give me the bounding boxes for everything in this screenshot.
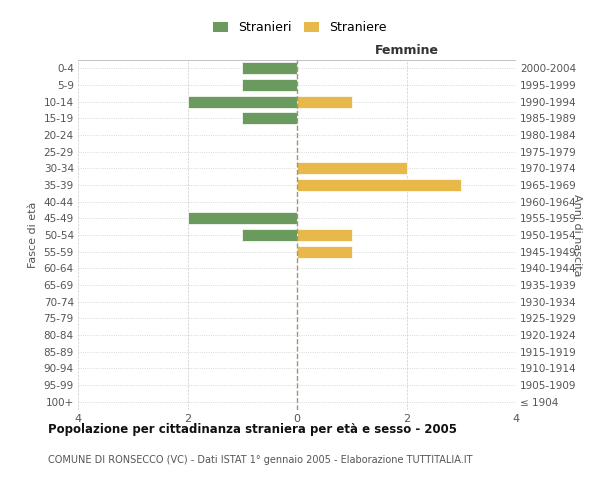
Bar (242, 229, 297, 241)
Y-axis label: Anni di nascita: Anni di nascita (572, 194, 583, 276)
Bar (297, 246, 352, 258)
Bar (242, 79, 297, 91)
Legend: Stranieri, Straniere: Stranieri, Straniere (208, 16, 392, 40)
Bar (188, 212, 297, 224)
Bar (188, 96, 297, 108)
Text: Femmine: Femmine (374, 44, 439, 57)
Bar (297, 229, 352, 241)
Bar (242, 112, 297, 124)
Text: Popolazione per cittadinanza straniera per età e sesso - 2005: Popolazione per cittadinanza straniera p… (48, 422, 457, 436)
Bar (297, 96, 352, 108)
Bar (297, 162, 407, 174)
Bar (297, 179, 461, 191)
Y-axis label: Fasce di età: Fasce di età (28, 202, 38, 268)
Bar (242, 62, 297, 74)
Text: COMUNE DI RONSECCO (VC) - Dati ISTAT 1° gennaio 2005 - Elaborazione TUTTITALIA.I: COMUNE DI RONSECCO (VC) - Dati ISTAT 1° … (48, 455, 473, 465)
